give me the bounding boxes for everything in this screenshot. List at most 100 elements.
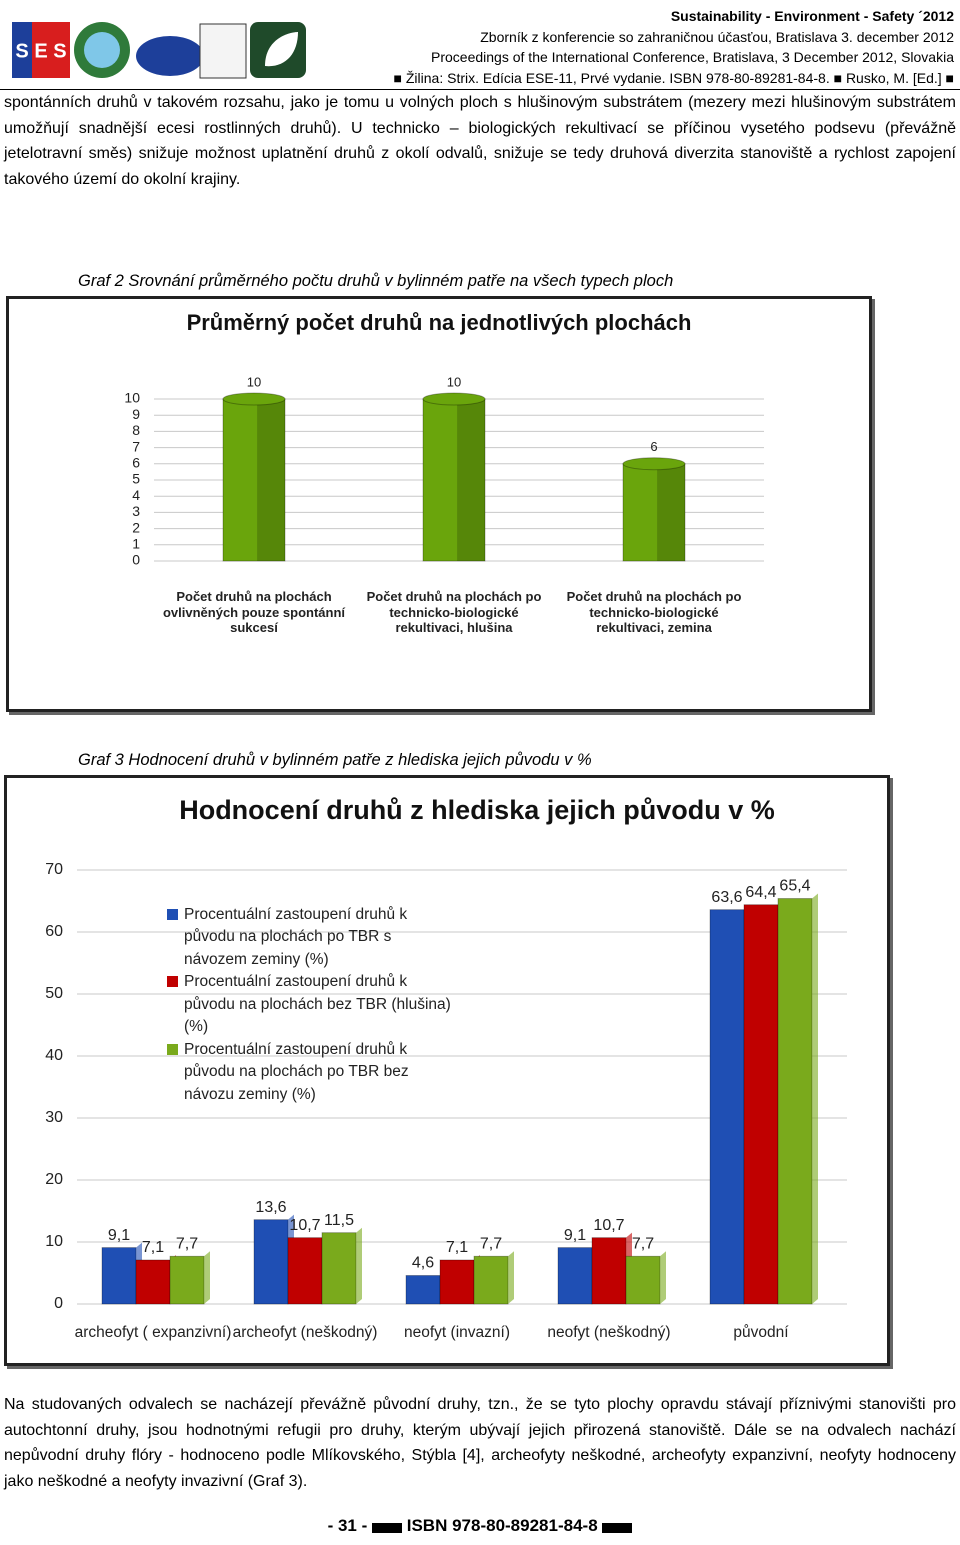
value-label: 11,5 — [324, 1212, 354, 1229]
value-label: 10,7 — [593, 1217, 624, 1234]
value-label: 7,7 — [176, 1235, 198, 1252]
footer-block — [372, 1523, 403, 1533]
legend: Procentuální zastoupení druhů k původu n… — [167, 904, 457, 1106]
bar-shade — [657, 463, 685, 561]
y-tick-label: 10 — [124, 390, 140, 406]
bar-shade — [257, 399, 285, 561]
y-tick-label: 2 — [132, 519, 140, 535]
logo-text: S E S — [15, 40, 66, 62]
legend-box: Procentuální zastoupení druhů k původu n… — [167, 904, 457, 1106]
value-label: 64,4 — [745, 884, 776, 901]
y-tick-label: 10 — [45, 1233, 63, 1250]
logo-leaf — [265, 32, 298, 67]
y-tick-label: 4 — [132, 487, 140, 503]
legend-swatch — [167, 1043, 178, 1055]
chart: Průměrný počet druhů na jednotlivých plo… — [124, 310, 764, 636]
logo-ses-stripe — [12, 22, 32, 78]
x-tick-label-box: Počet druhů na plochách po technicko-bio… — [566, 589, 742, 636]
logo-strip: S E S — [12, 22, 306, 79]
x-tick-label: archeofyt (neškodný) — [232, 1324, 378, 1341]
y-tick-label: 1 — [132, 536, 140, 552]
y-tick-label: 0 — [54, 1295, 63, 1312]
value-label: 7,7 — [632, 1235, 654, 1252]
footer: - 31 - ISBN 978-80-89281-84-8 — [0, 1516, 960, 1536]
chart-title-box: Hodnocení druhů z hlediska jejich původu… — [179, 795, 775, 825]
legend-item: Procentuální zastoupení druhů k původu n… — [167, 971, 457, 1038]
bar — [253, 1219, 289, 1305]
bar — [777, 898, 813, 1305]
header-line: Sustainability - Environment - Safety ´2… — [670, 8, 954, 24]
bar — [135, 1259, 171, 1305]
y-tick-label: 0 — [132, 552, 140, 568]
bar-side — [204, 1251, 210, 1304]
bar-shade — [457, 399, 485, 561]
logos: S E S — [10, 18, 310, 80]
logo-globe-inner — [84, 32, 120, 68]
legend-label: Procentuální zastoupení druhů k původu n… — [184, 973, 451, 1036]
caption: Graf 3 Hodnocení druhů v bylinném patře … — [78, 751, 592, 769]
bar — [557, 1247, 593, 1305]
bar-side — [812, 893, 818, 1304]
header-line: Proceedings of the International Confere… — [431, 49, 954, 65]
x-tick-label-box: původní — [733, 1324, 789, 1341]
value-label: 63,6 — [711, 889, 742, 906]
x-tick-label-box: neofyt (invazní) — [404, 1324, 510, 1341]
x-tick-label-box: neofyt (neškodný) — [547, 1324, 671, 1341]
y-tick-label: 3 — [132, 503, 140, 519]
legend-label: Procentuální zastoupení druhů k původu n… — [184, 906, 408, 968]
header: Sustainability - Environment - Safety ´2… — [394, 6, 954, 88]
logo-isvts — [136, 36, 204, 76]
page-number: - 31 - — [327, 1516, 368, 1535]
chart-title: Průměrný počet druhů na jednotlivých plo… — [187, 310, 692, 335]
bar — [709, 909, 745, 1305]
value-label: 10,7 — [289, 1217, 320, 1234]
bar — [439, 1259, 475, 1305]
legend-swatch — [167, 909, 178, 920]
paragraph: Na studovaných odvalech se nacházejí pře… — [4, 1396, 956, 1491]
bar — [222, 398, 286, 562]
bar — [622, 463, 686, 562]
value-label: 9,1 — [108, 1227, 130, 1244]
y-tick-label: 70 — [45, 861, 63, 878]
x-tick-label: neofyt (invazní) — [404, 1324, 510, 1341]
y-tick-label: 20 — [45, 1171, 63, 1188]
caption: Graf 2 Srovnání průměrného počtu druhů v… — [78, 272, 674, 290]
bar-cap — [422, 392, 486, 406]
footer-isbn: ISBN 978-80-89281-84-8 — [406, 1516, 598, 1535]
logo-owl — [199, 23, 247, 79]
bar-cap — [622, 457, 686, 471]
legend-item: Procentuální zastoupení druhů k původu n… — [167, 1039, 457, 1106]
value-label: 10 — [447, 374, 461, 389]
value-label: 10 — [247, 374, 261, 389]
value-label: 9,1 — [564, 1227, 586, 1244]
bar — [591, 1237, 627, 1305]
bar — [743, 904, 779, 1305]
header-line: Zborník z konferencie so zahraničnou úča… — [480, 28, 954, 45]
legend-item: Procentuální zastoupení druhů k původu n… — [167, 904, 457, 971]
header-line: ■ Žilina: Strix. Edícia ESE-11, Prvé vyd… — [393, 69, 954, 86]
x-tick-label: Počet druhů na plochách ovlivněných pouz… — [162, 589, 346, 636]
y-tick-label: 40 — [45, 1047, 63, 1064]
value-label: 7,1 — [142, 1239, 164, 1256]
y-tick-label: 6 — [132, 455, 140, 471]
x-tick-label: Počet druhů na plochách po technicko-bio… — [566, 589, 742, 636]
chart-frame: Průměrný počet druhů na jednotlivých plo… — [6, 296, 872, 712]
x-tick-label-box: archeofyt ( expanzivní) — [74, 1324, 232, 1341]
value-label: 6 — [650, 439, 657, 454]
y-tick-label: 9 — [132, 406, 140, 422]
bar-side — [508, 1251, 514, 1304]
chart: Hodnocení druhů z hlediska jejich původu… — [45, 795, 847, 1341]
x-tick-label: původní — [733, 1324, 789, 1341]
y-tick-label: 30 — [45, 1109, 63, 1126]
y-tick-label: 5 — [132, 471, 140, 487]
bar — [169, 1255, 205, 1305]
x-tick-label: neofyt (neškodný) — [547, 1324, 671, 1341]
x-tick-label-box: Počet druhů na plochách ovlivněných pouz… — [162, 589, 346, 636]
y-tick-label: 7 — [132, 438, 140, 454]
bar — [321, 1232, 357, 1305]
x-tick-label: Počet druhů na plochách po technicko-bio… — [367, 589, 542, 635]
header-rule — [0, 89, 960, 90]
bar-side — [356, 1227, 362, 1304]
value-label: 7,1 — [446, 1239, 468, 1256]
x-tick-label-box: archeofyt (neškodný) — [232, 1324, 378, 1341]
